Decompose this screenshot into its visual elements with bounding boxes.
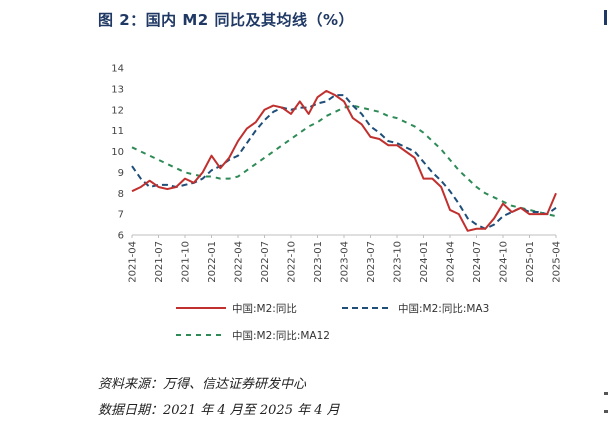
x-tick-label: 2022-07	[260, 241, 271, 283]
y-tick-label: 14	[111, 64, 124, 75]
x-axis-ticks: 2021-04 2021-07 2021-10 2022-01 2022-04 2022-…	[128, 235, 563, 283]
legend: 中国:M2:同比 中国:M2:同比:MA3 中国:M2:同比:MA12	[176, 302, 489, 342]
y-tick-label: 13	[111, 84, 124, 95]
series-m2-ma3-line	[131, 94, 557, 230]
x-tick-label: 2024-04	[446, 241, 457, 283]
x-tick-label: 2025-01	[525, 241, 536, 283]
edge-cutoff-dot	[604, 410, 608, 413]
x-tick-label: 2022-10	[287, 241, 298, 283]
series-layer	[131, 89, 557, 232]
source-note: 资料来源：万得、信达证券研发中心	[98, 377, 307, 392]
x-tick-label: 2025-04	[552, 241, 563, 283]
series-m2-yoy-line	[131, 89, 557, 232]
y-tick-label: 12	[111, 105, 124, 116]
figure-title: 图 2：国内 M2 同比及其均线（%）	[98, 11, 354, 29]
x-tick-label: 2021-10	[181, 241, 192, 283]
x-tick-label: 2024-10	[499, 241, 510, 283]
x-tick-label: 2023-04	[340, 241, 351, 283]
legend-label: 中国:M2:同比:MA12	[232, 329, 330, 342]
x-tick-label: 2021-04	[128, 241, 139, 283]
x-tick-label: 2024-07	[472, 241, 483, 283]
y-tick-label: 7	[118, 210, 124, 221]
x-tick-label: 2023-01	[313, 241, 324, 283]
y-axis-ticks: 6 7 8 9 10 11 12 13 14	[111, 64, 124, 242]
legend-label: 中国:M2:同比	[232, 302, 297, 315]
x-tick-label: 2023-07	[366, 241, 377, 283]
legend-label: 中国:M2:同比:MA3	[398, 302, 489, 315]
edge-cutoff-dot	[604, 392, 608, 395]
y-tick-label: 10	[111, 147, 124, 158]
x-tick-label: 2021-07	[154, 241, 165, 283]
x-tick-label: 2022-01	[207, 241, 218, 283]
x-tick-label: 2024-01	[419, 241, 430, 283]
data-date-note: 数据日期：2021 年 4 月至 2025 年 4 月	[98, 403, 340, 418]
series-m2-ma12-line	[131, 104, 557, 218]
edge-cutoff-mark	[604, 10, 607, 25]
y-tick-label: 9	[118, 168, 124, 179]
x-tick-label: 2022-04	[234, 241, 245, 283]
x-tick-label: 2023-10	[393, 241, 404, 283]
y-tick-label: 11	[111, 126, 124, 137]
y-tick-label: 8	[118, 189, 124, 200]
y-tick-label: 6	[118, 231, 124, 242]
